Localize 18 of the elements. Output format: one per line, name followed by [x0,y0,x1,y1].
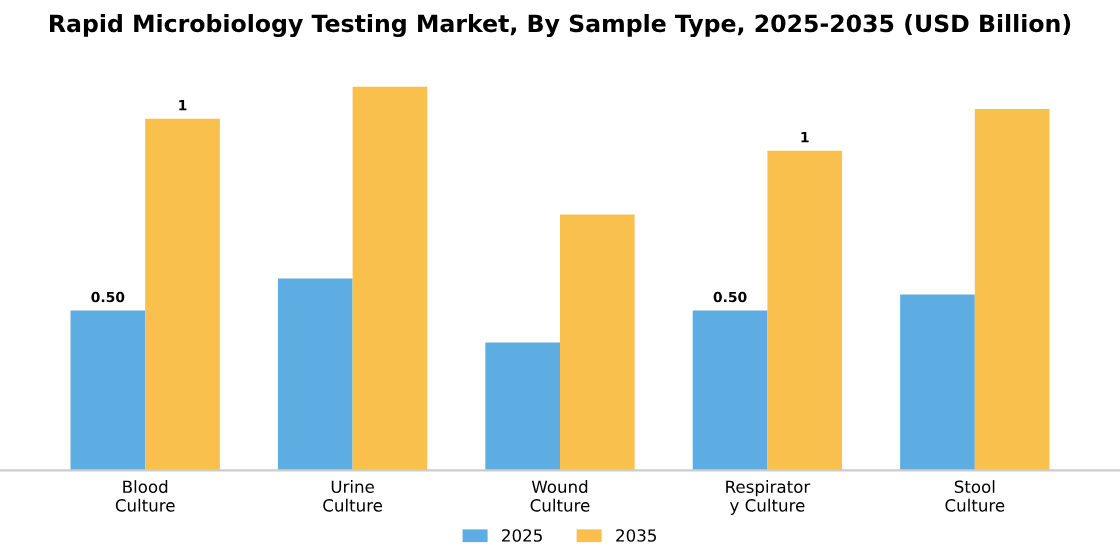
legend-label: 2025 [502,529,542,542]
bar [352,86,428,471]
bar [70,310,146,471]
bar [767,150,843,471]
bar [277,278,353,471]
bar [145,118,220,471]
legend-label: 2035 [616,529,656,542]
chart-title: Rapid Microbiology Testing Market, By Sample Type, 2025-2035 (USD Billion) [50,14,1071,38]
x-tick-label: Urine Culture [323,480,383,512]
x-tick-label: Stool Culture [945,480,1005,512]
bar [692,310,768,471]
x-tick-label: Blood Culture [115,480,175,512]
x-tick-label: Wound Culture [530,480,590,512]
bar [560,214,635,471]
bar [974,109,1050,471]
bar [900,294,975,471]
x-tick-label: Respirator y Culture [726,480,811,515]
bar [485,342,560,471]
